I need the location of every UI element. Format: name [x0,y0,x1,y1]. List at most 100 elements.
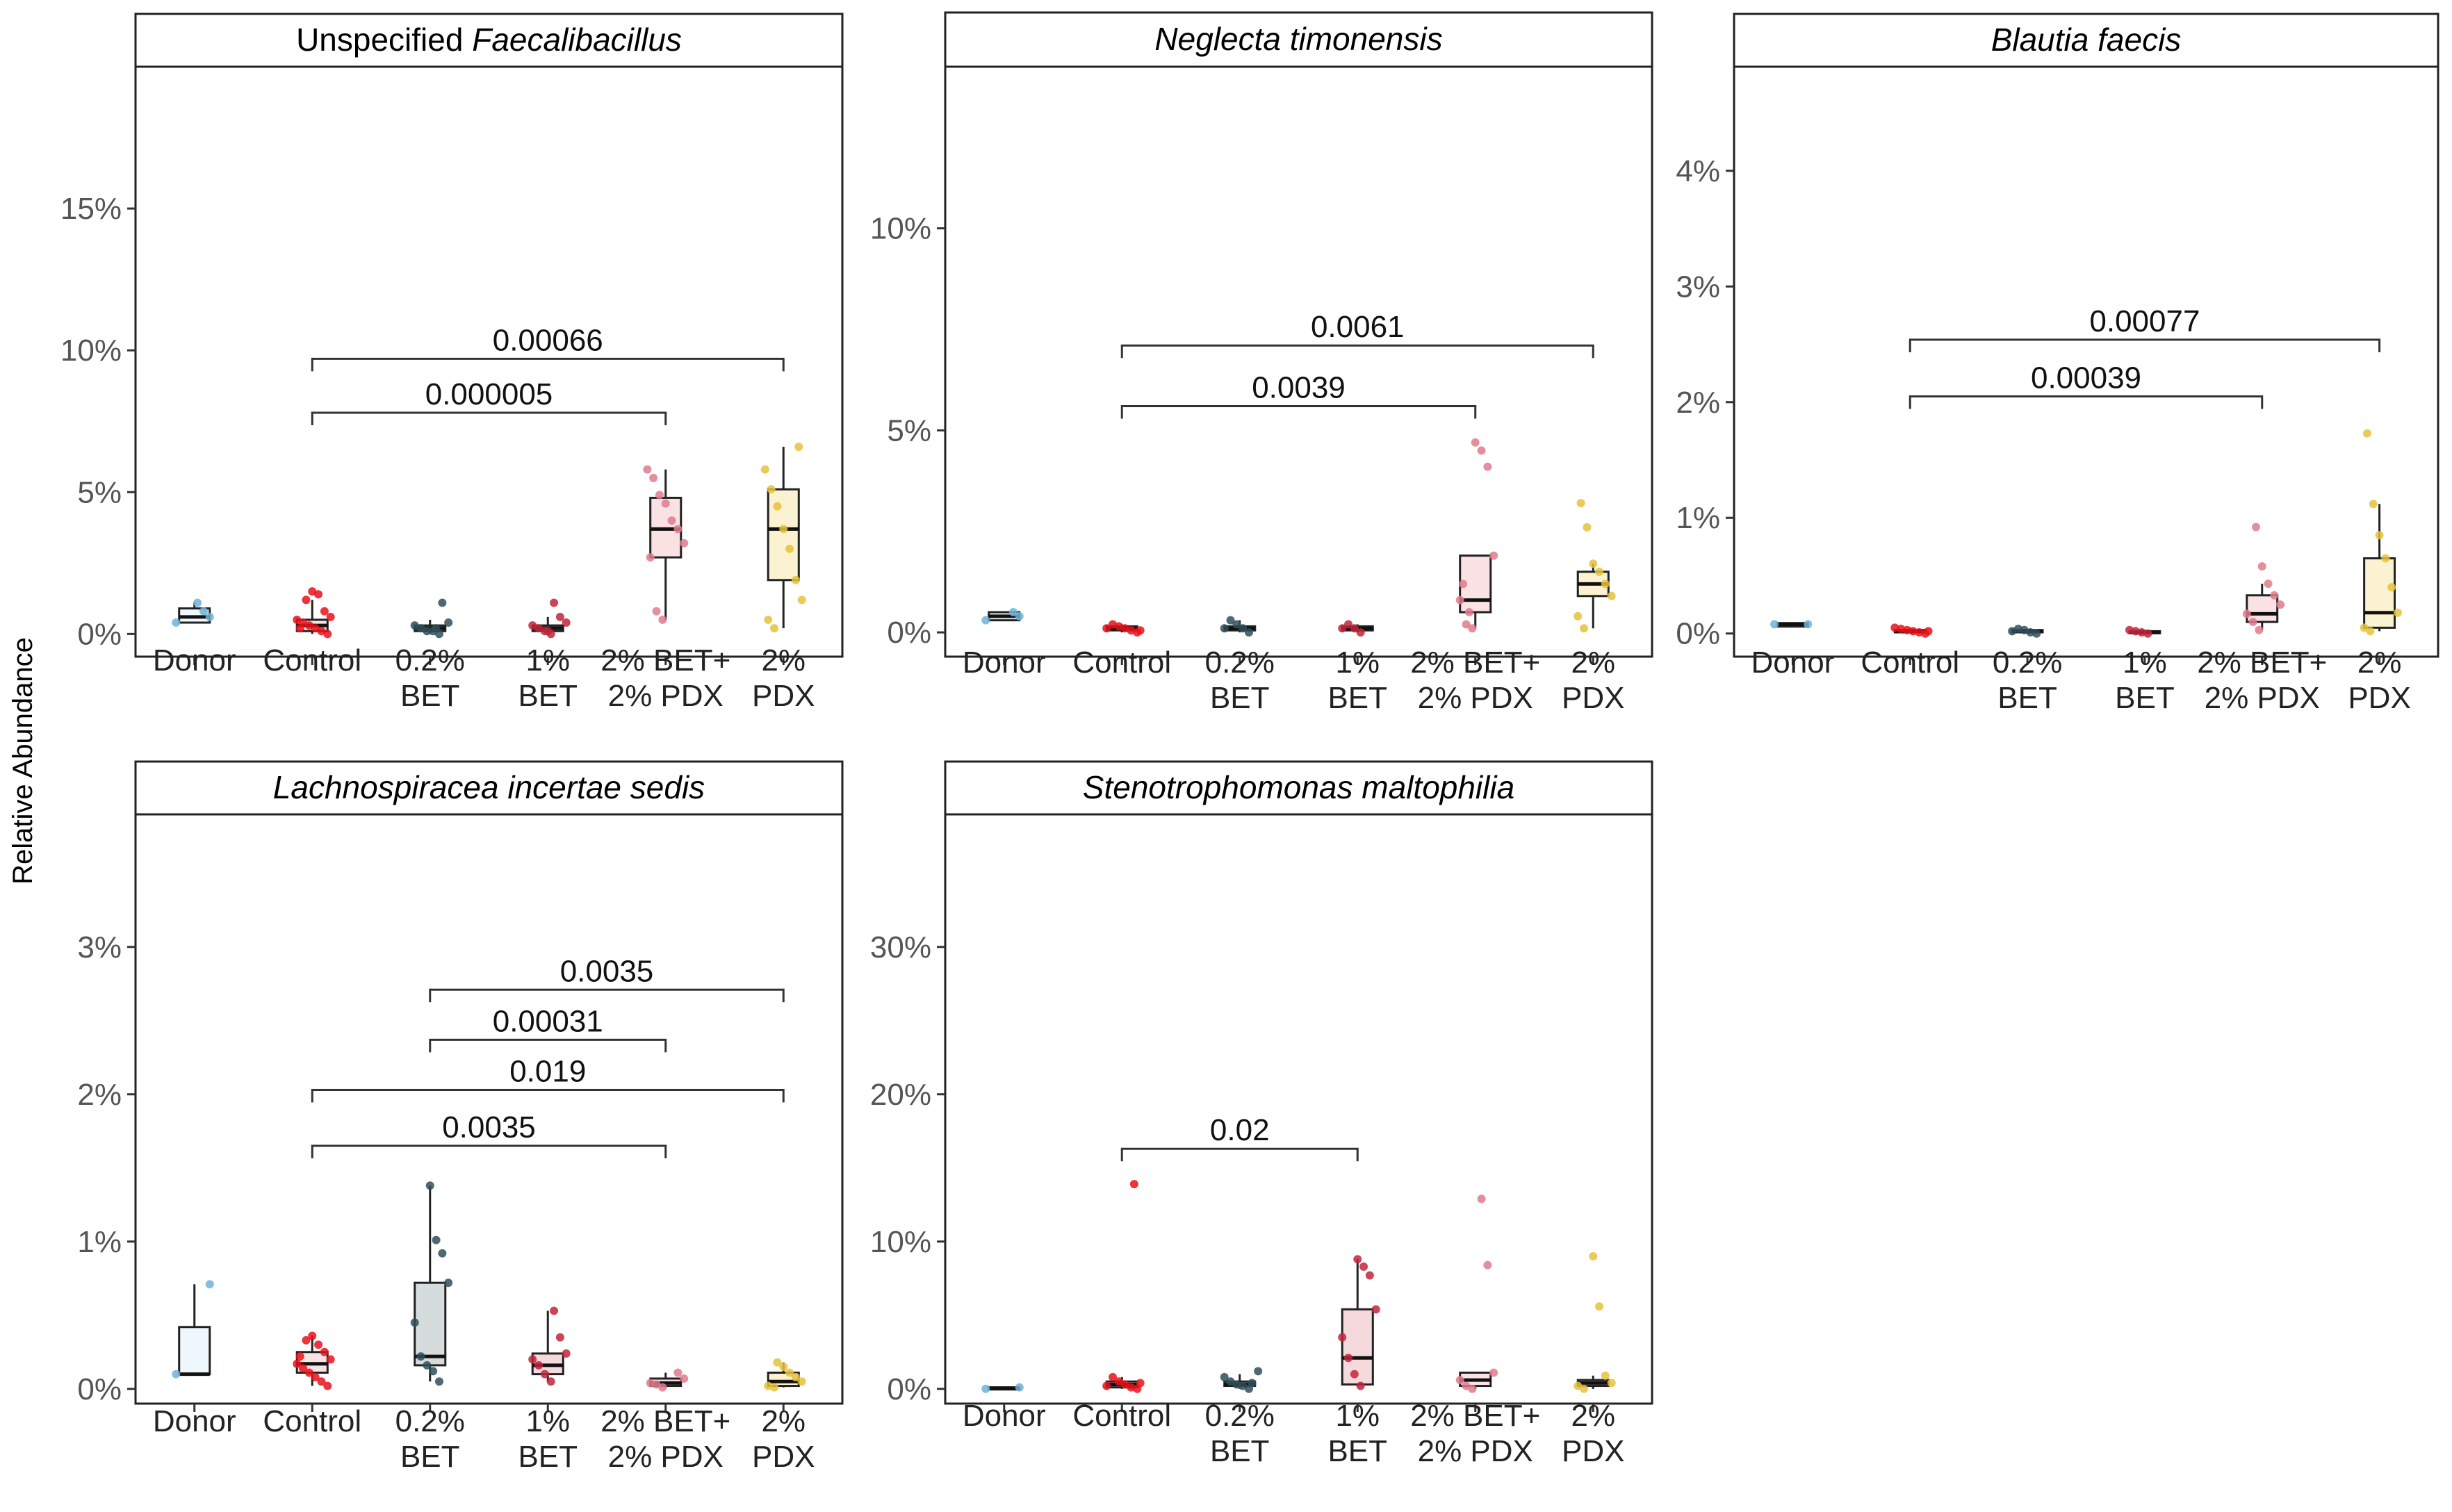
data-point [981,1384,990,1393]
data-point [1890,623,1899,632]
x-tick-label: 1% [525,1404,570,1438]
data-point [326,1355,335,1364]
panel-title-strip [944,760,1653,816]
data-point [791,575,800,584]
data-point [655,491,664,500]
data-point [2251,523,2260,532]
data-point [1353,1255,1362,1264]
data-point [667,516,676,525]
data-point [661,499,670,508]
panel-title: Lachnospiracea incertae sedis [273,769,705,805]
significance-bracket: 0.0035 [311,1110,667,1158]
bracket-line [1120,344,1594,359]
panel-2: Neglecta timonensis 0% 5% 10% Donor Control 0.… [870,11,1653,715]
data-point [1459,580,1468,589]
data-point [1468,624,1477,633]
data-point [1483,462,1492,471]
data-point [649,473,658,482]
y-tick-label: 2% [1676,386,1720,420]
data-point [764,615,773,624]
x-tick-label: 2% BET+ [1410,1399,1540,1433]
data-point [320,1347,329,1356]
data-point [2008,627,2017,636]
data-point [302,1336,311,1345]
data-point [673,525,683,534]
data-point [1365,1271,1374,1280]
data-point [1356,1381,1365,1390]
x-tick-label: PDX [1562,681,1624,715]
data-point [1804,620,1813,629]
y-tick-label: 4% [1676,154,1720,188]
data-point [550,1306,559,1315]
data-point [773,1358,782,1367]
bracket-line [311,1088,785,1103]
x-tick-label: 0.2% [1205,1399,1275,1433]
data-point [2381,554,2390,563]
data-point [1344,620,1353,629]
data-point [1015,1383,1024,1392]
data-point [1580,624,1589,633]
data-point [429,1367,438,1376]
panel-title: Stenotrophomonas maltophilia [1083,769,1514,805]
x-tick-label: BET [2115,681,2175,715]
x-tick-label: 2% PDX [1418,1434,1533,1468]
data-point [1356,628,1365,637]
box-2-bet-2-pdx [1459,554,1492,629]
plot-area [134,65,844,658]
data-point [1462,1381,1471,1390]
x-tick-label: BET [400,1440,460,1474]
data-point [193,598,202,607]
data-point [323,1381,332,1390]
data-point [2363,429,2372,438]
significance-bracket: 0.0039 [1120,370,1477,419]
data-point [295,624,304,633]
y-tick-label: 10% [60,334,122,368]
data-point [528,621,537,630]
data-point [299,1364,308,1373]
data-point [760,465,769,474]
data-point [434,1377,443,1386]
data-point [555,612,564,621]
significance-bracket: 0.019 [311,1054,785,1103]
data-point [308,1331,317,1340]
data-point [432,624,441,633]
data-point [205,1280,214,1289]
data-point [308,587,317,596]
data-point [785,1368,794,1377]
data-point [2393,608,2402,617]
data-point [1226,616,1235,625]
data-point [1477,1194,1486,1203]
data-point [1595,567,1604,576]
data-point [1114,1377,1123,1386]
x-tick-label: 1% [1335,646,1380,680]
y-tick-label: 1% [1676,501,1720,535]
x-tick-label: 2% [1571,646,1615,680]
data-point [543,627,553,636]
data-point [767,485,776,494]
panel-title-strip [134,760,844,816]
p-value-label: 0.02 [1210,1113,1270,1147]
data-point [1576,499,1585,508]
data-point [423,1361,432,1370]
data-point [432,1235,441,1244]
x-tick-label: BET [1327,681,1387,715]
data-point [794,442,803,451]
x-tick-label: PDX [1562,1434,1624,1468]
data-point [438,1249,447,1258]
data-point [1483,1260,1492,1269]
x-tick-label: 2% BET+ [1410,646,1540,680]
data-point [1109,1372,1118,1381]
x-tick-label: 2% PDX [2205,681,2320,715]
x-tick-label: Donor [153,643,236,677]
x-tick-label: BET [1210,1434,1270,1468]
y-tick-label: 15% [60,192,122,226]
data-point [1607,1379,1616,1388]
data-point [797,1377,806,1386]
data-point [1574,1381,1583,1390]
data-point [1136,1379,1145,1388]
data-point [1338,1333,1347,1342]
panel-title-strip [944,11,1653,68]
x-tick-label: Donor [963,1399,1046,1433]
x-tick-label: 2% PDX [1418,681,1533,715]
y-tick-label: 2% [77,1078,122,1112]
